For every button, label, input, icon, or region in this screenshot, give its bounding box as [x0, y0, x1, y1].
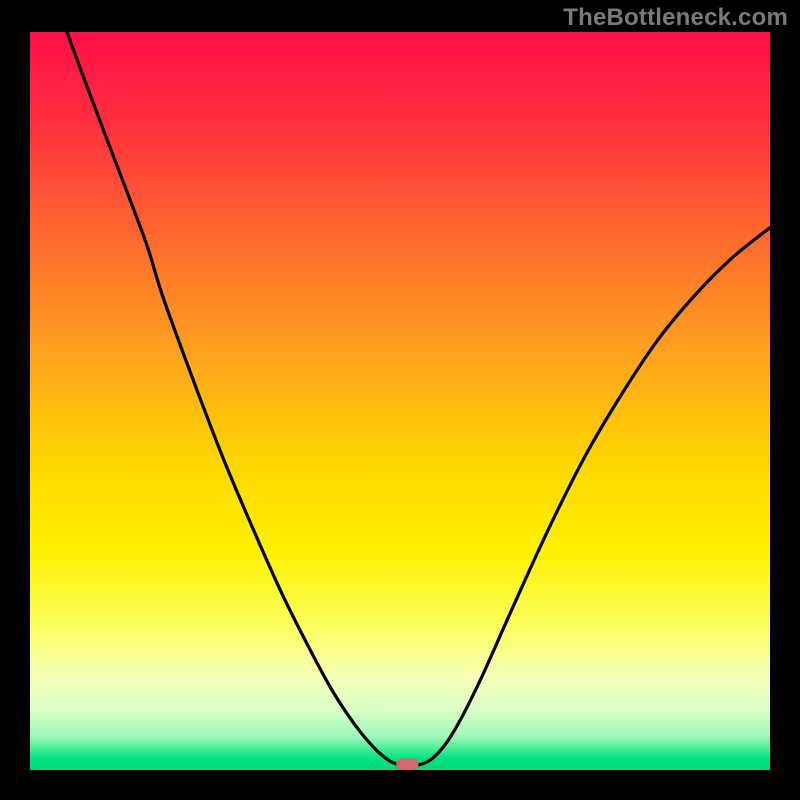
bottleneck-chart: [0, 0, 800, 800]
plot-background: [30, 32, 770, 770]
watermark-text: TheBottleneck.com: [563, 4, 788, 32]
optimal-marker: [396, 758, 418, 770]
chart-container: { "watermark": { "text": "TheBottleneck.…: [0, 0, 800, 800]
